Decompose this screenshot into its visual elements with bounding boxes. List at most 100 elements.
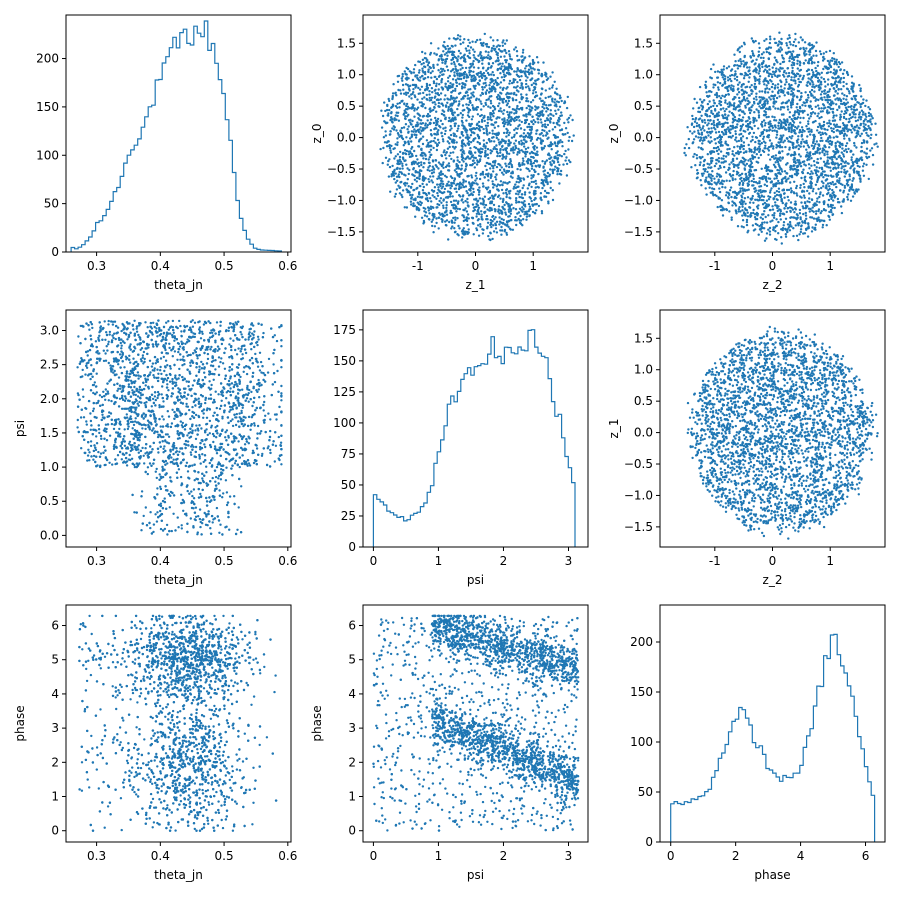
scatter-point — [388, 144, 391, 148]
scatter-point — [778, 214, 782, 217]
scatter-point — [407, 142, 411, 146]
scatter-point — [422, 176, 425, 179]
scatter-point — [809, 180, 812, 183]
scatter-point — [566, 118, 569, 121]
scatter-point — [802, 76, 805, 80]
scatter-point — [807, 163, 811, 166]
scatter-point — [508, 55, 512, 58]
scatter-point — [520, 82, 523, 85]
scatter-point — [433, 215, 436, 218]
scatter-point — [774, 195, 777, 198]
scatter-point — [799, 36, 802, 39]
scatter-point — [489, 149, 492, 152]
scatter-point — [840, 110, 843, 113]
scatter-point — [524, 135, 527, 138]
scatter-point — [751, 138, 754, 142]
scatter-point — [473, 161, 476, 165]
scatter-point — [492, 147, 495, 151]
scatter-point — [397, 119, 401, 122]
scatter-point — [450, 127, 453, 130]
scatter-point — [719, 150, 723, 153]
scatter-point — [443, 114, 446, 117]
scatter-point — [515, 93, 518, 97]
scatter-point — [481, 85, 484, 89]
scatter-point — [800, 201, 803, 204]
scatter-point — [545, 191, 549, 195]
scatter-point — [713, 164, 717, 168]
scatter-point — [775, 133, 779, 136]
scatter-point — [414, 95, 417, 99]
scatter-point — [416, 112, 419, 115]
scatter-point — [743, 189, 747, 192]
scatter-point — [534, 79, 537, 82]
scatter-point — [489, 196, 492, 199]
scatter-point — [527, 167, 530, 171]
scatter-point — [754, 198, 757, 201]
scatter-point — [469, 46, 473, 49]
scatter-point — [798, 159, 801, 162]
scatter-point — [431, 160, 435, 163]
scatter-point — [435, 84, 438, 88]
scatter-point — [404, 152, 408, 156]
scatter-point — [407, 119, 411, 122]
scatter-point — [421, 182, 424, 186]
scatter-point — [832, 123, 836, 126]
scatter-point — [742, 77, 746, 80]
scatter-point — [482, 198, 485, 201]
scatter-point — [386, 103, 389, 107]
scatter-point — [537, 77, 540, 81]
scatter-point — [556, 160, 560, 164]
scatter-point — [485, 56, 488, 59]
scatter-point — [762, 56, 765, 60]
scatter-point — [537, 164, 540, 167]
scatter-point — [446, 190, 450, 193]
scatter-point — [475, 202, 478, 206]
y-tick-label: 1.5 — [337, 36, 356, 50]
scatter-point — [708, 141, 712, 144]
scatter-point — [701, 127, 704, 130]
scatter-point — [471, 104, 474, 107]
scatter-point — [776, 206, 779, 210]
scatter-point — [466, 201, 469, 204]
scatter-point — [441, 104, 445, 107]
scatter-point — [750, 161, 753, 165]
scatter-point — [705, 136, 708, 139]
scatter-point — [453, 62, 456, 66]
scatter-point — [429, 71, 432, 75]
scatter-point — [774, 161, 777, 164]
scatter-point — [528, 55, 531, 58]
scatter-point — [412, 167, 415, 170]
scatter-point — [418, 184, 421, 188]
scatter-point — [420, 147, 423, 150]
scatter-point — [806, 151, 809, 154]
scatter-point — [782, 118, 786, 121]
scatter-point — [825, 50, 828, 54]
scatter-point — [541, 81, 544, 84]
scatter-point — [438, 173, 442, 176]
scatter-point — [759, 216, 762, 219]
scatter-point — [503, 68, 506, 72]
scatter-point — [398, 101, 401, 105]
scatter-point — [511, 228, 515, 231]
scatter-point — [468, 56, 472, 60]
scatter-point — [466, 204, 470, 207]
scatter-point — [384, 156, 388, 159]
scatter-point — [842, 101, 846, 105]
scatter-point — [400, 136, 404, 139]
scatter-point — [716, 158, 719, 162]
scatter-point — [461, 124, 465, 127]
scatter-point — [437, 141, 441, 144]
scatter-point — [440, 79, 443, 82]
scatter-point — [448, 154, 451, 157]
scatter-point — [709, 105, 713, 109]
scatter-point — [476, 159, 479, 162]
scatter-point — [781, 157, 784, 160]
scatter-point — [434, 92, 437, 95]
scatter-point — [819, 93, 823, 96]
scatter-point — [509, 66, 512, 70]
scatter-point — [785, 78, 788, 81]
scatter-point — [458, 160, 461, 164]
scatter-point — [790, 106, 793, 109]
scatter-point — [411, 173, 414, 176]
scatter-point — [498, 62, 502, 65]
